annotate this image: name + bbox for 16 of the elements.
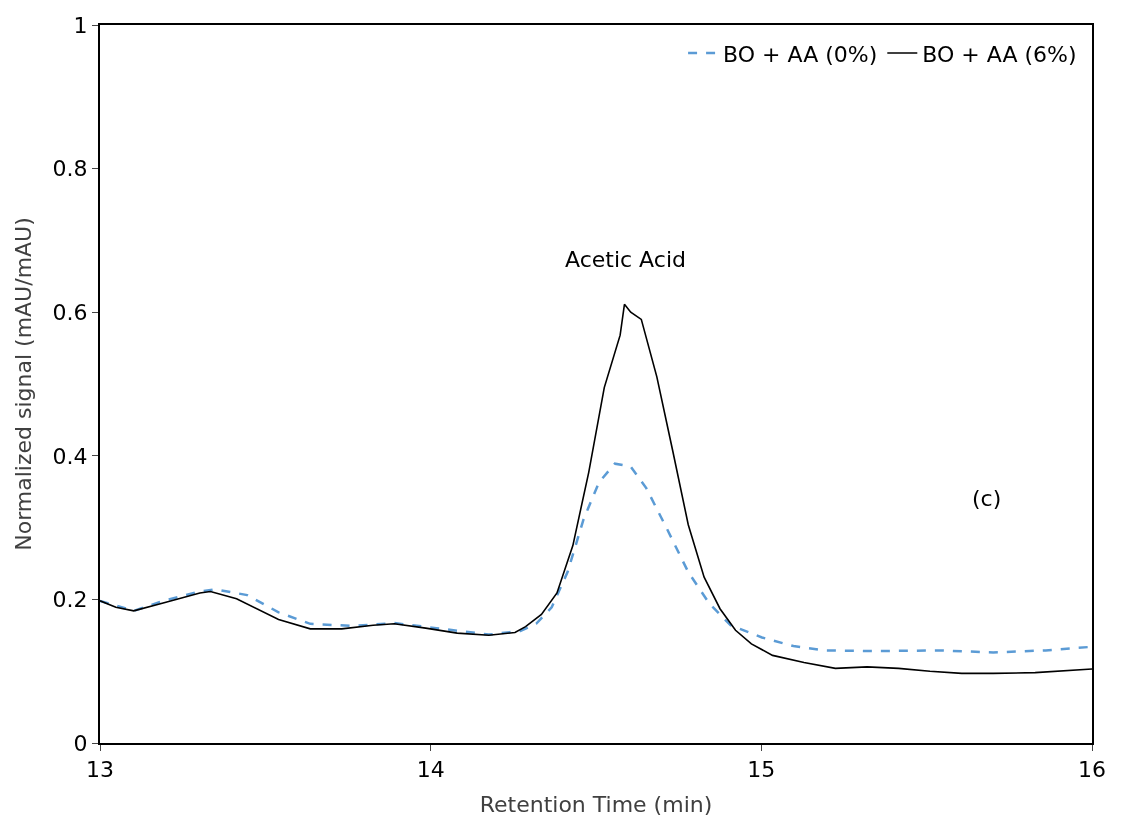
x-tick-label: 16 bbox=[1078, 757, 1106, 783]
y-tick-label: 0.6 bbox=[52, 299, 88, 325]
y-tick-label: 0 bbox=[73, 730, 88, 756]
legend-label: BO + AA (6%) bbox=[922, 41, 1077, 67]
x-axis-title: Retention Time (min) bbox=[479, 791, 713, 817]
y-tick-label: 0.2 bbox=[52, 587, 88, 613]
y-tick-label: 0.4 bbox=[52, 443, 88, 469]
annotation: Acetic Acid bbox=[565, 247, 686, 272]
x-tick-label: 14 bbox=[416, 757, 445, 783]
y-tick-label: 1 bbox=[73, 12, 88, 38]
x-tick-label: 15 bbox=[747, 757, 776, 783]
x-tick-label: 13 bbox=[86, 757, 114, 783]
y-axis-title: Normalized signal (mAU/mAU) bbox=[10, 217, 36, 551]
legend-label: BO + AA (0%) bbox=[723, 41, 878, 67]
y-tick-label: 0.8 bbox=[52, 156, 88, 182]
annotation: (c) bbox=[972, 486, 1002, 511]
